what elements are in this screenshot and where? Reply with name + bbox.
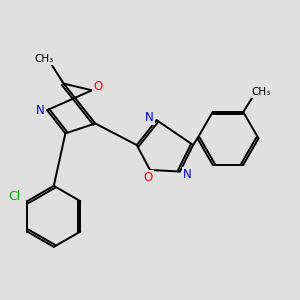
Text: O: O <box>144 171 153 184</box>
Text: N: N <box>35 104 44 117</box>
Text: O: O <box>93 80 103 93</box>
Text: Cl: Cl <box>8 190 20 202</box>
Text: N: N <box>183 168 191 181</box>
Text: CH₃: CH₃ <box>34 54 53 64</box>
Text: CH₃: CH₃ <box>251 87 270 97</box>
Text: N: N <box>145 111 154 124</box>
